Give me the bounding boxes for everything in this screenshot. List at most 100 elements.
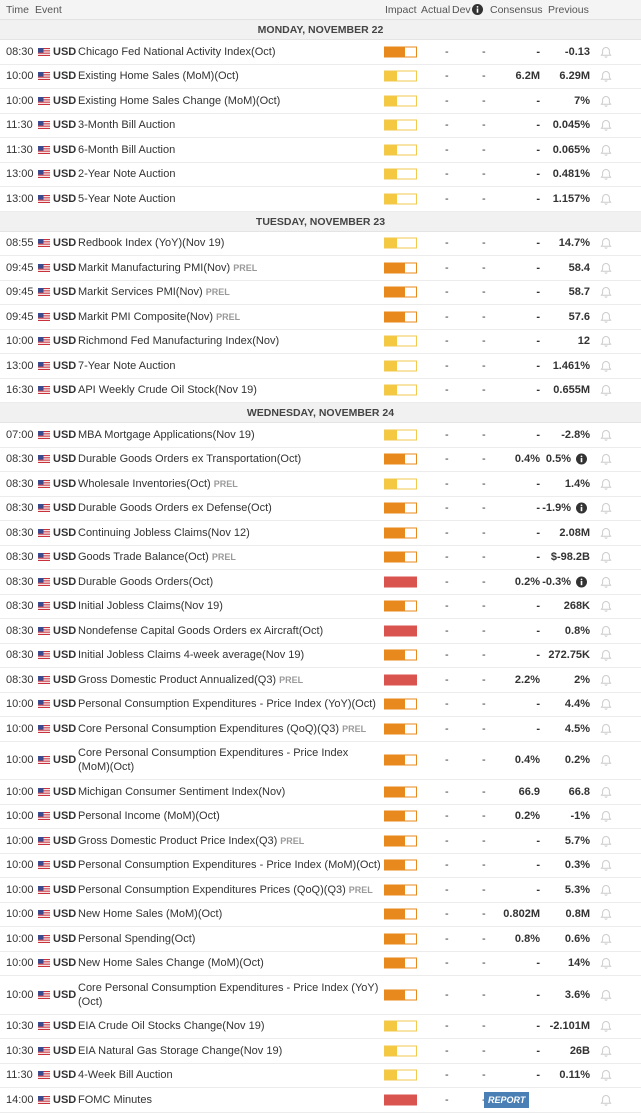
event-name: Continuing Jobless Claims(Nov 12) xyxy=(78,521,383,545)
event-row: 10:00 USD Gross Domestic Product Price Ind… xyxy=(0,829,641,854)
event-title: Personal Consumption Expenditures Prices… xyxy=(78,883,324,896)
previous: 0.11% xyxy=(559,1069,590,1082)
consensus: - xyxy=(536,119,540,132)
event-period: (Oct) xyxy=(184,551,209,564)
event-row: 10:30 USD EIA Crude Oil Stocks Change(Nov … xyxy=(0,1015,641,1039)
consensus: - xyxy=(536,428,540,441)
alert-bell[interactable] xyxy=(600,698,612,710)
alert-bell[interactable] xyxy=(600,786,612,798)
alert-bell[interactable] xyxy=(600,119,612,131)
time: 08:30 xyxy=(6,624,34,637)
alert-bell[interactable] xyxy=(600,810,612,822)
time: 10:00 xyxy=(6,94,34,107)
actual: - xyxy=(445,551,449,564)
alert-bell[interactable] xyxy=(600,649,612,661)
alert-bell[interactable] xyxy=(600,625,612,637)
alert-bell[interactable] xyxy=(600,1069,612,1081)
alert-bell[interactable] xyxy=(600,576,612,588)
alert-bell[interactable] xyxy=(600,478,612,490)
dev: - xyxy=(482,957,486,970)
event-row: 10:00 USD New Home Sales (MoM)(Oct) - - 0.802… xyxy=(0,903,641,927)
event-row: 13:00 USD 7-Year Note Auction - - -1.461% xyxy=(0,354,641,379)
alert-bell[interactable] xyxy=(600,1045,612,1057)
alert-bell[interactable] xyxy=(600,723,612,735)
event-period: (Oct) xyxy=(356,859,381,872)
time: 10:00 xyxy=(6,754,34,767)
alert-bell[interactable] xyxy=(600,453,612,465)
actual: - xyxy=(445,45,449,58)
currency: USD xyxy=(53,785,77,798)
alert-bell[interactable] xyxy=(600,502,612,514)
alert-bell[interactable] xyxy=(600,835,612,847)
flag xyxy=(38,288,50,297)
event-row: 08:30 USD Continuing Jobless Claims(Nov 12… xyxy=(0,521,641,546)
alert-bell[interactable] xyxy=(600,527,612,539)
event-title: 3-Month Bill Auction xyxy=(78,119,176,132)
alert-bell[interactable] xyxy=(600,884,612,896)
impact-bar xyxy=(384,453,417,465)
time: 10:00 xyxy=(6,908,34,921)
flag xyxy=(38,602,50,611)
previous: 0.8M xyxy=(565,908,590,921)
previous: 1.4% xyxy=(564,477,590,490)
alert-bell[interactable] xyxy=(600,95,612,107)
alert-bell[interactable] xyxy=(600,989,612,1001)
alert-bell[interactable] xyxy=(600,600,612,612)
alert-bell[interactable] xyxy=(600,335,612,347)
alert-bell[interactable] xyxy=(600,144,612,156)
alert-bell[interactable] xyxy=(600,262,612,274)
event-period: (Nov) xyxy=(258,785,286,798)
previous: 0.045% xyxy=(552,119,590,132)
event-period: (Oct) xyxy=(276,453,302,466)
alert-bell[interactable] xyxy=(600,933,612,945)
event-name: Gross Domestic Product Price Index(Q3) PR… xyxy=(78,829,383,853)
event-period: (Oct) xyxy=(351,698,376,711)
info-icon[interactable] xyxy=(576,453,587,465)
impact-bar xyxy=(384,429,417,441)
currency: USD xyxy=(53,453,77,466)
event-title: Markit Manufacturing PMI xyxy=(78,261,204,274)
impact-bar xyxy=(384,884,417,896)
currency: USD xyxy=(53,168,77,181)
alert-bell[interactable] xyxy=(600,311,612,323)
alert-bell[interactable] xyxy=(600,859,612,871)
alert-bell[interactable] xyxy=(600,193,612,205)
alert-bell[interactable] xyxy=(600,1094,612,1106)
event-title: FOMC Minutes xyxy=(78,1093,152,1106)
consensus: 66.9 xyxy=(518,785,540,798)
event-period: (Nov 19) xyxy=(180,600,223,613)
alert-bell[interactable] xyxy=(600,46,612,58)
time: 10:00 xyxy=(6,335,34,348)
info-icon[interactable] xyxy=(576,502,587,514)
flag xyxy=(38,1071,50,1080)
alert-bell[interactable] xyxy=(600,754,612,766)
info-icon[interactable] xyxy=(472,4,483,15)
alert-bell[interactable] xyxy=(600,237,612,249)
alert-bell[interactable] xyxy=(600,168,612,180)
alert-bell[interactable] xyxy=(600,384,612,396)
event-row: 08:30 USD Chicago Fed National Activity In… xyxy=(0,40,641,65)
actual: - xyxy=(445,883,449,896)
alert-bell[interactable] xyxy=(600,429,612,441)
alert-bell[interactable] xyxy=(600,957,612,969)
alert-bell[interactable] xyxy=(600,360,612,372)
consensus: - xyxy=(536,359,540,372)
event-row: 08:30 USD Gross Domestic Product Annualize… xyxy=(0,668,641,693)
time: 08:30 xyxy=(6,575,34,588)
event-name: Nondefense Capital Goods Orders ex Aircr… xyxy=(78,619,383,643)
alert-bell[interactable] xyxy=(600,70,612,82)
impact-fill xyxy=(385,811,406,821)
alert-bell[interactable] xyxy=(600,1020,612,1032)
actual: - xyxy=(445,1093,449,1106)
alert-bell[interactable] xyxy=(600,674,612,686)
event-row: 09:45 USD Markit Manufacturing PMI(Nov) PRE… xyxy=(0,256,641,281)
alert-bell[interactable] xyxy=(600,908,612,920)
impact-bar xyxy=(384,674,417,686)
consensus: - xyxy=(536,261,540,274)
alert-bell[interactable] xyxy=(600,286,612,298)
event-title: Personal Spending xyxy=(78,932,171,945)
info-icon[interactable] xyxy=(576,576,587,588)
dev: - xyxy=(482,810,486,823)
actual: - xyxy=(445,698,449,711)
alert-bell[interactable] xyxy=(600,551,612,563)
